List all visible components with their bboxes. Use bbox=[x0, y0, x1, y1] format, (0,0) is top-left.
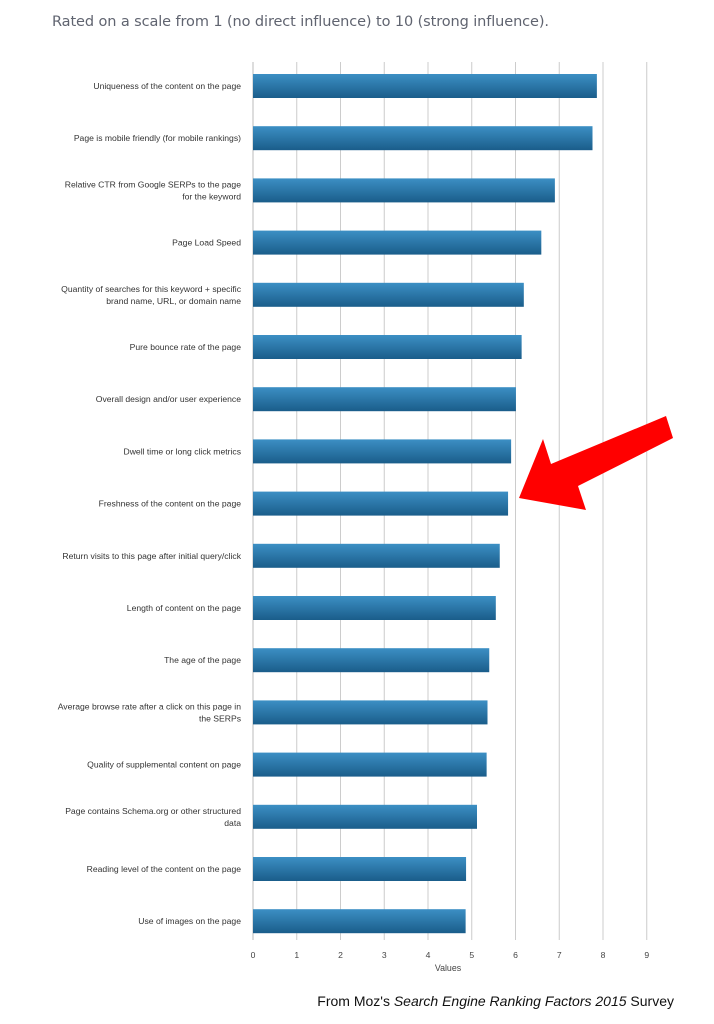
bar bbox=[253, 752, 487, 777]
bar bbox=[253, 74, 597, 98]
bar bbox=[253, 282, 524, 307]
category-label: The age of the page bbox=[164, 655, 241, 665]
caption-prefix: From Moz's bbox=[317, 993, 394, 1009]
category-label: Relative CTR from Google SERPs to the pa… bbox=[65, 179, 241, 201]
category-label: Page contains Schema.org or other struct… bbox=[65, 806, 241, 828]
category-label: Overall design and/or user experience bbox=[96, 394, 241, 404]
category-label: Length of content on the page bbox=[127, 603, 241, 613]
bar bbox=[253, 387, 516, 412]
bar bbox=[253, 596, 496, 620]
bar bbox=[253, 804, 477, 829]
x-tick-label: 8 bbox=[601, 950, 606, 960]
x-tick-label: 7 bbox=[557, 950, 562, 960]
x-tick-label: 5 bbox=[469, 950, 474, 960]
caption-italic: Search Engine Ranking Factors 2015 bbox=[393, 993, 627, 1009]
bar bbox=[253, 543, 500, 568]
category-label: Dwell time or long click metrics bbox=[124, 446, 241, 456]
category-label: Uniqueness of the content on the page bbox=[93, 81, 241, 91]
x-axis-title: Values bbox=[435, 963, 462, 973]
bar bbox=[253, 126, 593, 151]
x-axis-ticks: 0 1 2 3 4 5 6 7 8 9 bbox=[251, 950, 650, 960]
source-caption: From Moz's Search Engine Ranking Factors… bbox=[317, 993, 674, 1009]
bar bbox=[253, 857, 467, 881]
red-arrow-annotation bbox=[519, 416, 673, 510]
category-label: Pure bounce rate of the page bbox=[130, 342, 242, 352]
bar bbox=[253, 491, 509, 516]
category-label: Page is mobile friendly (for mobile rank… bbox=[74, 133, 241, 143]
category-labels: Uniqueness of the content on the page Pag… bbox=[58, 81, 242, 926]
x-tick-label: 4 bbox=[426, 950, 431, 960]
x-tick-label: 0 bbox=[251, 950, 256, 960]
bar bbox=[253, 178, 555, 203]
category-label: Quantity of searches for this keyword + … bbox=[61, 284, 242, 306]
bar bbox=[253, 648, 490, 673]
bar bbox=[253, 439, 512, 464]
x-tick-label: 1 bbox=[294, 950, 299, 960]
bar bbox=[253, 700, 488, 725]
chart-subtitle: Rated on a scale from 1 (no direct influ… bbox=[52, 14, 549, 30]
category-label: Quality of supplemental content on page bbox=[87, 760, 241, 770]
caption-suffix: Survey bbox=[626, 993, 674, 1009]
bars bbox=[253, 74, 597, 934]
bar bbox=[253, 909, 466, 934]
x-tick-label: 9 bbox=[644, 950, 649, 960]
category-label: Use of images on the page bbox=[138, 916, 241, 926]
category-label: Average browse rate after a click on thi… bbox=[58, 701, 241, 723]
category-label: Reading level of the content on the page bbox=[87, 864, 242, 874]
bar bbox=[253, 230, 542, 255]
x-tick-label: 2 bbox=[338, 950, 343, 960]
category-label: Page Load Speed bbox=[172, 238, 241, 248]
category-label: Freshness of the content on the page bbox=[99, 499, 242, 509]
bar bbox=[253, 335, 522, 359]
x-tick-label: 3 bbox=[382, 950, 387, 960]
category-label: Return visits to this page after initial… bbox=[62, 551, 241, 561]
x-tick-label: 6 bbox=[513, 950, 518, 960]
